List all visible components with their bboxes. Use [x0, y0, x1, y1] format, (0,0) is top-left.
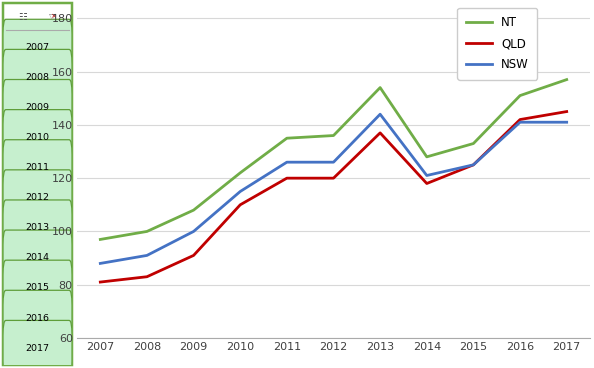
Text: ▽: ▽ [49, 12, 56, 21]
Line: QLD: QLD [100, 112, 567, 282]
NSW [236, 189, 244, 194]
FancyBboxPatch shape [3, 49, 72, 105]
NT [470, 141, 477, 146]
Text: 2015: 2015 [26, 283, 49, 293]
FancyBboxPatch shape [3, 79, 72, 135]
Text: 2007: 2007 [26, 43, 49, 52]
Legend: NT, QLD, NSW: NT, QLD, NSW [457, 8, 537, 79]
Text: 2013: 2013 [26, 223, 49, 232]
QLD [97, 280, 104, 284]
QLD [236, 203, 244, 207]
NSW [563, 120, 570, 124]
Text: 2017: 2017 [26, 344, 49, 353]
FancyBboxPatch shape [3, 170, 72, 225]
Text: 2014: 2014 [26, 253, 49, 262]
Text: 2010: 2010 [26, 133, 49, 142]
NT [283, 136, 290, 141]
NT [516, 93, 523, 98]
Text: 2008: 2008 [26, 72, 49, 82]
NSW [377, 112, 384, 116]
QLD [330, 176, 337, 180]
QLD [516, 117, 523, 122]
NT [377, 85, 384, 90]
NSW [423, 173, 430, 178]
Text: 2012: 2012 [26, 193, 49, 202]
Text: ×: × [50, 14, 56, 20]
FancyBboxPatch shape [3, 290, 72, 346]
FancyBboxPatch shape [3, 200, 72, 255]
Text: 2009: 2009 [26, 103, 49, 112]
FancyBboxPatch shape [3, 110, 72, 165]
NSW [143, 253, 150, 258]
QLD [283, 176, 290, 180]
NSW [516, 120, 523, 124]
NT [143, 229, 150, 234]
NT [236, 171, 244, 175]
FancyBboxPatch shape [3, 230, 72, 286]
Text: 2016: 2016 [26, 314, 49, 322]
FancyBboxPatch shape [3, 321, 72, 368]
NSW [190, 229, 197, 234]
NSW [470, 163, 477, 167]
Line: NT: NT [100, 79, 567, 240]
QLD [470, 163, 477, 167]
NT [423, 155, 430, 159]
NT [563, 77, 570, 82]
QLD [423, 181, 430, 186]
FancyBboxPatch shape [3, 19, 72, 75]
NSW [97, 261, 104, 266]
NSW [330, 160, 337, 164]
QLD [190, 253, 197, 258]
Line: NSW: NSW [100, 114, 567, 263]
NT [190, 208, 197, 212]
Text: 2011: 2011 [26, 163, 49, 172]
QLD [377, 131, 384, 135]
QLD [563, 109, 570, 114]
NT [97, 237, 104, 242]
QLD [143, 275, 150, 279]
FancyBboxPatch shape [3, 3, 72, 365]
NSW [283, 160, 290, 164]
NT [330, 133, 337, 138]
Text: ☷: ☷ [18, 11, 27, 22]
FancyBboxPatch shape [3, 260, 72, 316]
FancyBboxPatch shape [3, 140, 72, 195]
